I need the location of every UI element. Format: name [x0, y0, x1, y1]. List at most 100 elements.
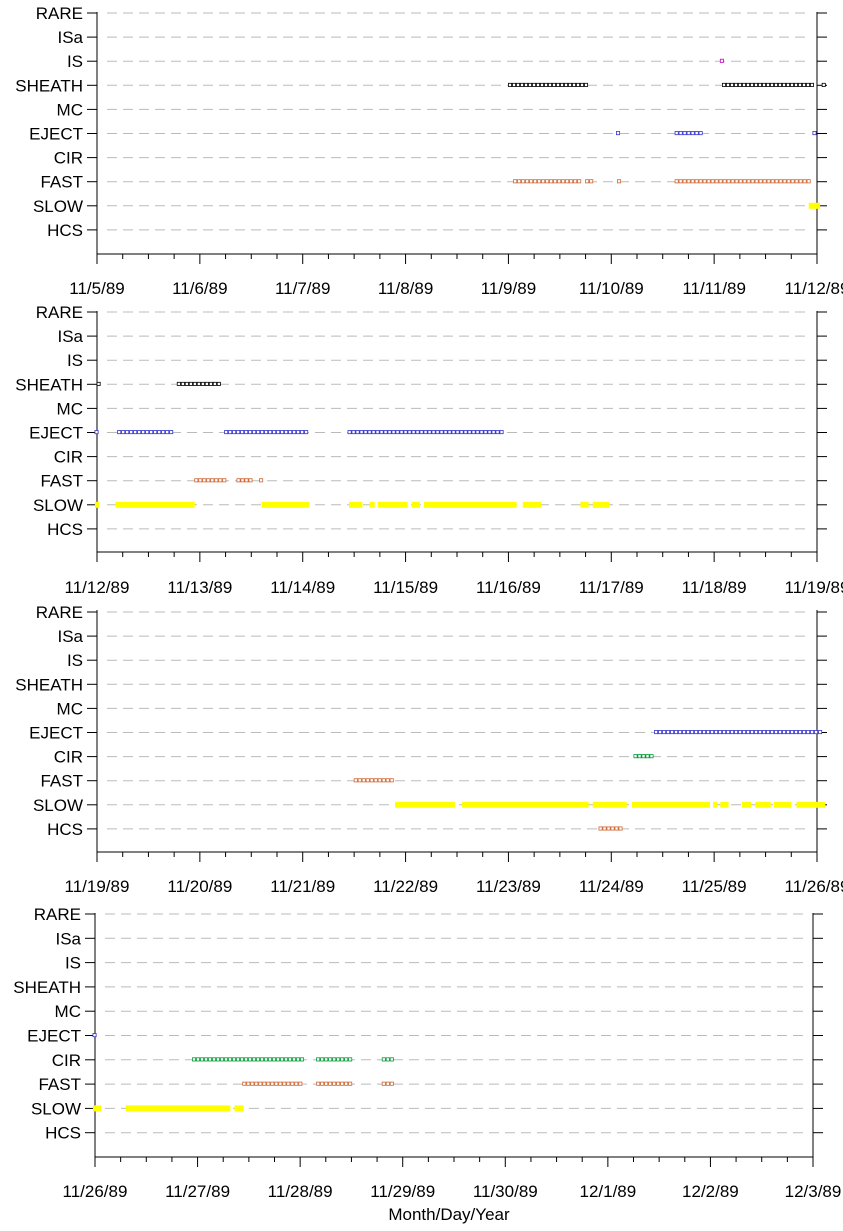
eject-mark	[722, 730, 727, 735]
fast-mark	[746, 179, 751, 184]
x-tick-label: 11/12/89	[785, 279, 843, 298]
slow-interval-bar	[720, 801, 729, 808]
eject-interval-marks	[224, 430, 309, 435]
eject-mark	[439, 430, 444, 435]
eject-mark	[682, 730, 687, 735]
fast-mark	[320, 1081, 325, 1086]
sheath-mark	[749, 82, 754, 87]
eject-mark	[288, 430, 293, 435]
fast-mark	[766, 179, 771, 184]
cir-mark	[316, 1057, 321, 1062]
sheath-mark	[524, 82, 529, 87]
y-tick-label: HCS	[45, 1124, 81, 1143]
fast-mark	[710, 179, 715, 184]
sheath-mark	[204, 381, 209, 386]
sheath-mark	[520, 82, 525, 87]
eject-mark	[451, 430, 456, 435]
eject-interval-marks	[674, 131, 703, 136]
eject-mark	[375, 430, 380, 435]
eject-mark	[125, 430, 130, 435]
y-tick-label: EJECT	[29, 724, 83, 743]
cir-mark	[344, 1057, 349, 1062]
y-tick-label: ISa	[55, 929, 81, 948]
eject-mark	[818, 730, 823, 735]
sheath-mark	[769, 82, 774, 87]
eject-mark	[260, 430, 265, 435]
sheath-mark	[216, 381, 221, 386]
slow-interval-bar	[349, 501, 363, 508]
y-tick-label: SHEATH	[13, 978, 81, 997]
cir-mark	[296, 1057, 301, 1062]
sheath-mark	[528, 82, 533, 87]
cir-mark	[300, 1057, 305, 1062]
x-tick-label: 11/17/89	[579, 578, 644, 597]
eject-mark	[399, 430, 404, 435]
sheath-mark	[536, 82, 541, 87]
hcs-mark	[598, 826, 603, 831]
eject-mark	[276, 430, 281, 435]
fast-mark	[521, 179, 526, 184]
x-tick-label: 11/28/89	[268, 1182, 333, 1201]
eject-mark	[141, 430, 146, 435]
eject-mark	[666, 730, 671, 735]
sheath-mark	[568, 82, 573, 87]
cir-mark	[208, 1057, 213, 1062]
cir-mark	[633, 754, 638, 759]
fast-mark	[585, 179, 590, 184]
eject-mark	[371, 430, 376, 435]
y-tick-label: CIR	[54, 748, 83, 767]
sheath-mark	[773, 82, 778, 87]
slow-interval-bar	[395, 801, 455, 808]
cir-interval-marks	[381, 1057, 394, 1062]
eject-mark	[387, 430, 392, 435]
slow-interval-bar	[808, 202, 821, 209]
y-tick-label: RARE	[36, 303, 83, 322]
eject-mark	[363, 430, 368, 435]
x-tick-label: 11/30/89	[473, 1182, 538, 1201]
fast-mark	[198, 478, 203, 483]
cir-mark	[256, 1057, 261, 1062]
y-tick-label: RARE	[36, 4, 83, 23]
eject-mark	[487, 430, 492, 435]
y-tick-label: MC	[57, 399, 83, 418]
sheath-mark	[560, 82, 565, 87]
sheath-mark	[212, 381, 217, 386]
x-tick-label: 11/12/89	[65, 578, 130, 597]
cir-mark	[641, 754, 646, 759]
sheath-mark	[544, 82, 549, 87]
eject-mark	[383, 430, 388, 435]
eject-mark	[145, 430, 150, 435]
eject-mark	[690, 730, 695, 735]
sheath-mark	[737, 82, 742, 87]
eject-mark	[367, 430, 372, 435]
eject-mark	[256, 430, 261, 435]
y-tick-label: IS	[67, 52, 83, 71]
slow-interval-bar	[796, 801, 826, 808]
y-tick-label: IS	[65, 954, 81, 973]
eject-mark	[248, 430, 253, 435]
fast-mark	[778, 179, 783, 184]
fast-mark	[706, 179, 711, 184]
sheath-mark	[805, 82, 810, 87]
fast-mark	[389, 778, 394, 783]
eject-mark	[714, 730, 719, 735]
y-tick-label: EJECT	[29, 424, 83, 443]
x-tick-label: 11/26/89	[785, 877, 843, 896]
cir-mark	[236, 1057, 241, 1062]
fast-mark	[678, 179, 683, 184]
cir-mark	[212, 1057, 217, 1062]
y-tick-label: ISa	[57, 627, 83, 646]
eject-mark	[467, 430, 472, 435]
fast-mark	[250, 1081, 255, 1086]
x-tick-label: 11/29/89	[370, 1182, 435, 1201]
y-tick-label: HCS	[47, 520, 83, 539]
fast-mark	[565, 179, 570, 184]
fast-mark	[742, 179, 747, 184]
sheath-mark	[548, 82, 553, 87]
fast-mark	[525, 179, 530, 184]
fast-mark	[246, 1081, 251, 1086]
sheath-mark	[725, 82, 730, 87]
fast-mark	[557, 179, 562, 184]
fast-mark	[214, 478, 219, 483]
sheath-mark	[540, 82, 545, 87]
